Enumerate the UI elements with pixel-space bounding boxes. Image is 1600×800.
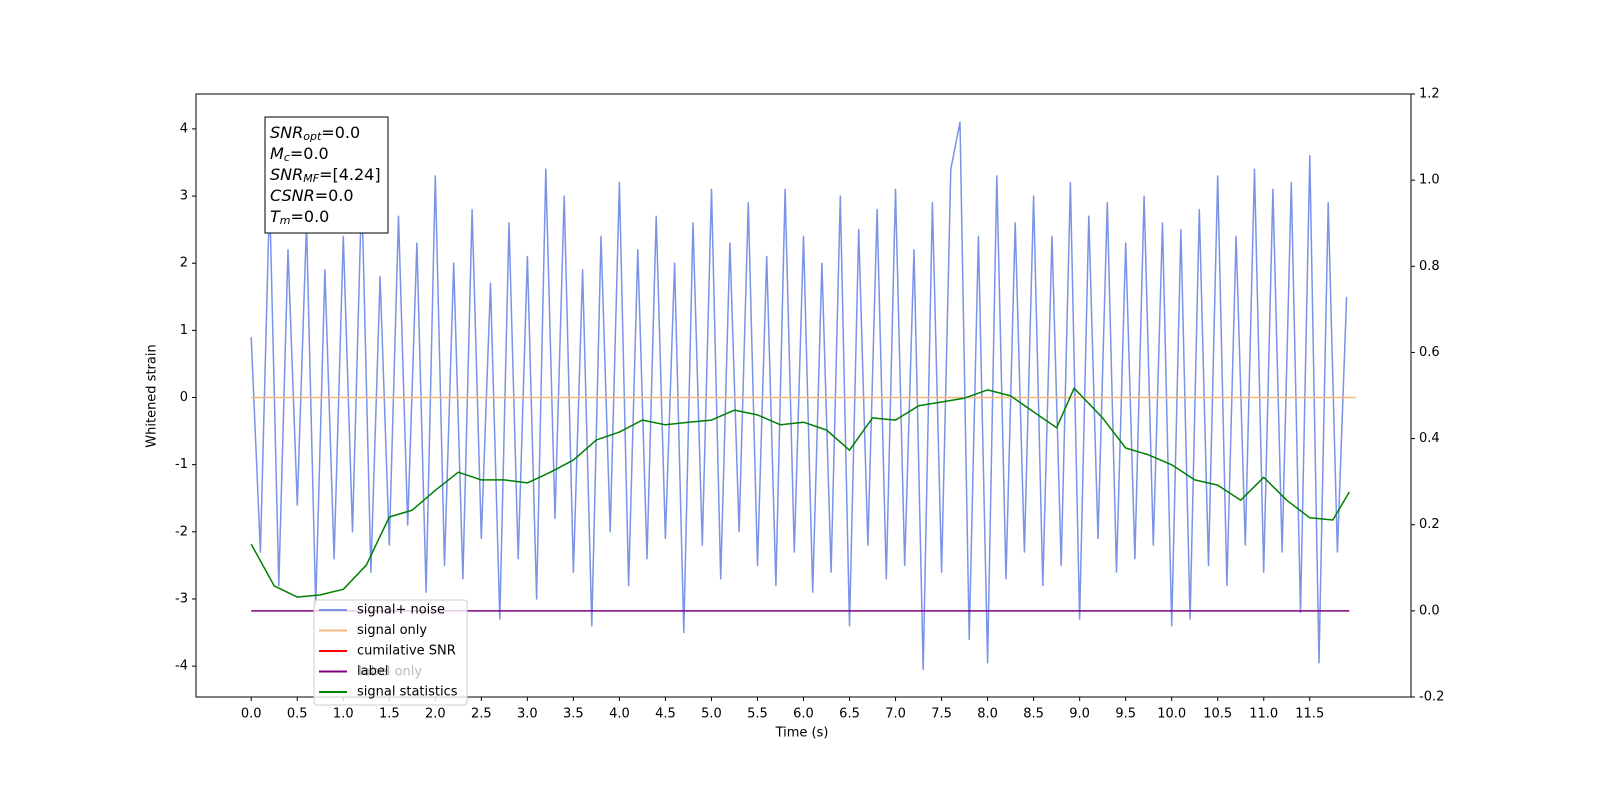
x-tick-label: 3.0 xyxy=(517,707,538,722)
y-tick-label: 0 xyxy=(180,390,188,405)
plot-frame xyxy=(195,93,1412,698)
x-tick-label: 7.0 xyxy=(885,707,906,722)
annotation-line: CSNR=0.0 xyxy=(270,186,354,205)
x-axis-label: Time (s) xyxy=(775,726,829,741)
x-tick-label: 8.5 xyxy=(1023,707,1044,722)
annotation-value: =0.0 xyxy=(315,186,354,205)
annotation-line: SNRMF=[4.24] xyxy=(270,165,381,186)
legend-label: signal+ noise xyxy=(357,603,445,618)
x-tick-label: 6.5 xyxy=(839,707,860,722)
legend-label: signal only xyxy=(357,623,427,638)
series-line xyxy=(250,387,1350,598)
x-tick-label: 10.5 xyxy=(1203,707,1232,722)
x-tick-label: 9.0 xyxy=(1069,707,1090,722)
x-tick-label: 11.0 xyxy=(1249,707,1278,722)
y2-tick-label: 0.6 xyxy=(1419,345,1440,360)
annotation-value: =0.0 xyxy=(321,123,360,142)
annotation-line: SNRopt=0.0 xyxy=(270,123,360,144)
annotation-value: =0.0 xyxy=(291,207,330,226)
x-tick-label: 2.5 xyxy=(471,707,492,722)
y-tick-label: -1 xyxy=(175,457,188,472)
annotation-line: Mc=0.0 xyxy=(270,144,329,165)
x-tick-label: 3.5 xyxy=(563,707,584,722)
annotation-symbol: M xyxy=(270,144,284,163)
y2-tick-label: 0.4 xyxy=(1419,431,1440,446)
series-line xyxy=(250,121,1348,671)
y-tick-label: 4 xyxy=(180,121,188,136)
x-tick-label: 8.0 xyxy=(977,707,998,722)
annotation-subscript: m xyxy=(280,214,291,227)
y-tick-label: -3 xyxy=(175,591,188,606)
annotation-symbol: T xyxy=(270,207,281,226)
legend-label: signal statistics xyxy=(357,685,458,700)
x-tick-label: 4.0 xyxy=(609,707,630,722)
y-tick-label: 3 xyxy=(180,189,188,204)
x-tick-label: 5.0 xyxy=(701,707,722,722)
y2-tick-label: 1.2 xyxy=(1419,87,1440,102)
y2-tick-label: 0.2 xyxy=(1419,517,1440,532)
y-tick-label: -2 xyxy=(175,524,188,539)
annotation-subscript: opt xyxy=(303,130,322,143)
annotation-subscript: MF xyxy=(303,172,319,185)
x-tick-label: 11.5 xyxy=(1295,707,1324,722)
y-tick-label: 1 xyxy=(180,323,188,338)
y2-tick-label: 0.8 xyxy=(1419,259,1440,274)
x-tick-label: 5.5 xyxy=(747,707,768,722)
y2-tick-label: 1.0 xyxy=(1419,173,1440,188)
annotation-line: Tm=0.0 xyxy=(270,207,329,228)
y-tick-label: -4 xyxy=(175,659,188,674)
legend-label: label xyxy=(357,664,388,679)
x-tick-label: 10.0 xyxy=(1157,707,1186,722)
y2-tick-label: -0.2 xyxy=(1419,690,1444,705)
annotation-subscript: c xyxy=(284,151,290,164)
x-tick-label: 2.0 xyxy=(425,707,446,722)
y-axis-label: Whitened strain xyxy=(145,344,160,447)
annotation-box xyxy=(264,116,389,234)
legend-ghost: label only xyxy=(359,665,422,680)
legend-box xyxy=(313,599,468,706)
x-tick-label: 1.0 xyxy=(333,707,354,722)
y2-tick-label: 0.0 xyxy=(1419,603,1440,618)
x-tick-label: 9.5 xyxy=(1115,707,1136,722)
x-tick-label: 0.0 xyxy=(241,707,262,722)
x-tick-label: 4.5 xyxy=(655,707,676,722)
annotation-value: =[4.24] xyxy=(319,165,381,184)
y-tick-label: 2 xyxy=(180,256,188,271)
annotation-symbol: SNR xyxy=(270,123,303,142)
annotation-symbol: SNR xyxy=(270,165,303,184)
x-tick-label: 6.0 xyxy=(793,707,814,722)
annotation-value: =0.0 xyxy=(290,144,329,163)
legend-label: cumilative SNR xyxy=(357,644,456,659)
annotation-symbol: CSNR xyxy=(270,186,315,205)
x-tick-label: 7.5 xyxy=(931,707,952,722)
x-tick-label: 1.5 xyxy=(379,707,400,722)
x-tick-label: 0.5 xyxy=(287,707,308,722)
